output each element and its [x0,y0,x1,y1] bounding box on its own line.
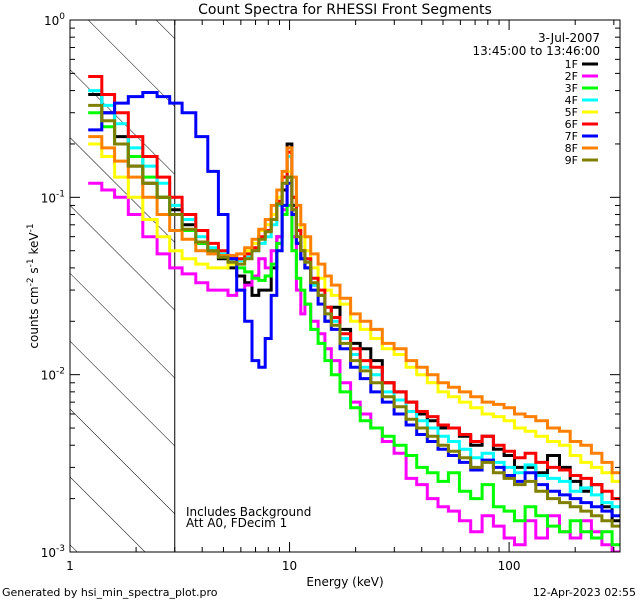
y-axis-label: counts cm-2 s-1 keV-1 [26,223,41,348]
y-tick-base: 10 [41,546,56,560]
chart-title: Count Spectra for RHESSI Front Segments [198,2,492,18]
x-axis-label: Energy (keV) [306,575,383,589]
series-line-6f [88,75,620,501]
legend-label-5f: 5F [565,106,578,119]
plot-frame [69,19,621,553]
y-axis-label-end: keV [27,232,41,259]
legend-label-4f: 4F [565,94,578,107]
series-line-5f [88,142,620,483]
y-axis-label-sup2: -1 [26,258,36,267]
annotation-background: Includes Background [186,505,311,519]
y-tick-base: 10 [41,369,56,383]
series-line-8f [88,135,620,475]
hatched-energy-region [70,20,175,552]
series-line-7f [88,91,620,518]
legend-label-2f: 2F [565,70,578,83]
y-tick-exponent: -1 [56,189,65,199]
y-axis-label-main: counts cm [27,286,41,348]
y-axis-label-sup3: -1 [26,223,36,232]
legend-label-7f: 7F [565,130,578,143]
legend-label-6f: 6F [565,118,578,131]
observation-date: 3-Jul-2007 [538,31,600,45]
x-tick-label: 1 [66,559,74,573]
y-tick-label: 10-3 [41,544,65,560]
observation-time-range: 13:45:00 to 13:46:00 [473,44,600,58]
annotation-attenuator: Att A0, FDecim 1 [186,516,287,530]
legend-label-8f: 8F [565,142,578,155]
series-layer [88,75,620,552]
series-line-9f [88,103,620,528]
legend-label-3f: 3F [565,82,578,95]
y-tick-base: 10 [41,191,56,205]
y-tick-label: 10-2 [41,367,65,383]
legend-label-9f: 9F [565,154,578,167]
legend-label-1f: 1F [565,58,578,71]
series-line-2f [88,175,620,552]
y-tick-exponent: -3 [56,544,65,554]
x-tick-label: 100 [498,559,521,573]
y-tick-exponent: -2 [56,367,65,377]
footer-generated-by: Generated by hsi_min_spectra_plot.pro [2,586,218,599]
y-tick-base: 10 [44,14,59,28]
y-tick-label: 100 [44,12,65,28]
x-tick-label: 10 [282,559,297,573]
y-tick-label: 10-1 [41,189,65,205]
footer-timestamp: 12-Apr-2023 02:55 [533,586,636,599]
y-axis-label-sup1: -2 [26,277,36,286]
y-tick-exponent: 0 [59,12,65,22]
y-axis-label-mid: s [27,267,41,277]
